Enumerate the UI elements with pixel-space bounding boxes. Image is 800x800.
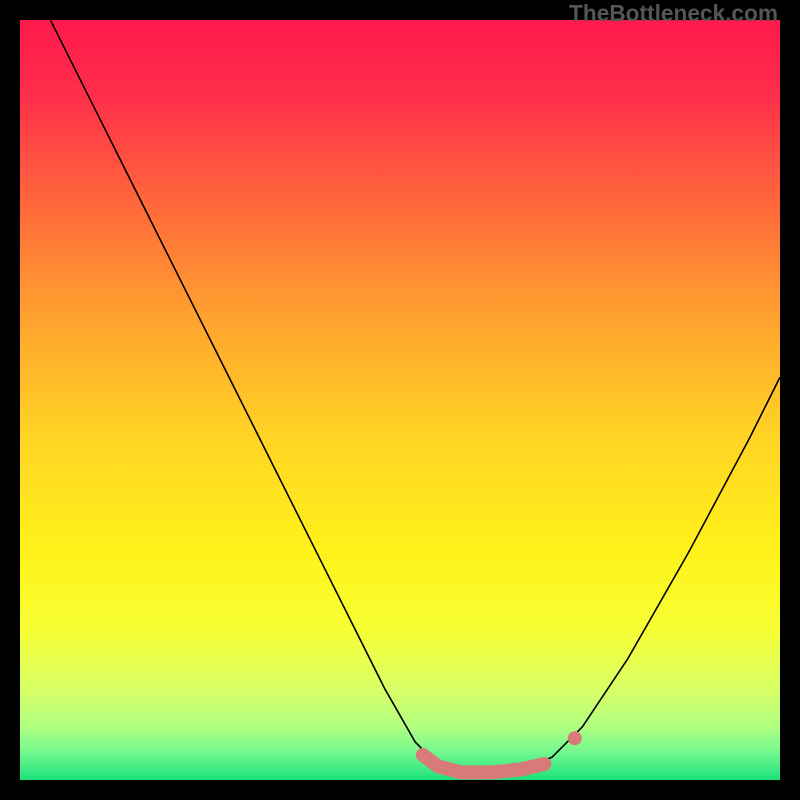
valley-highlight-dot — [568, 731, 582, 745]
chart-frame: TheBottleneck.com — [0, 0, 800, 800]
plot-area — [20, 20, 780, 780]
watermark-text: TheBottleneck.com — [569, 0, 778, 27]
bottleneck-curve-chart — [20, 20, 780, 780]
gradient-background — [20, 20, 780, 780]
